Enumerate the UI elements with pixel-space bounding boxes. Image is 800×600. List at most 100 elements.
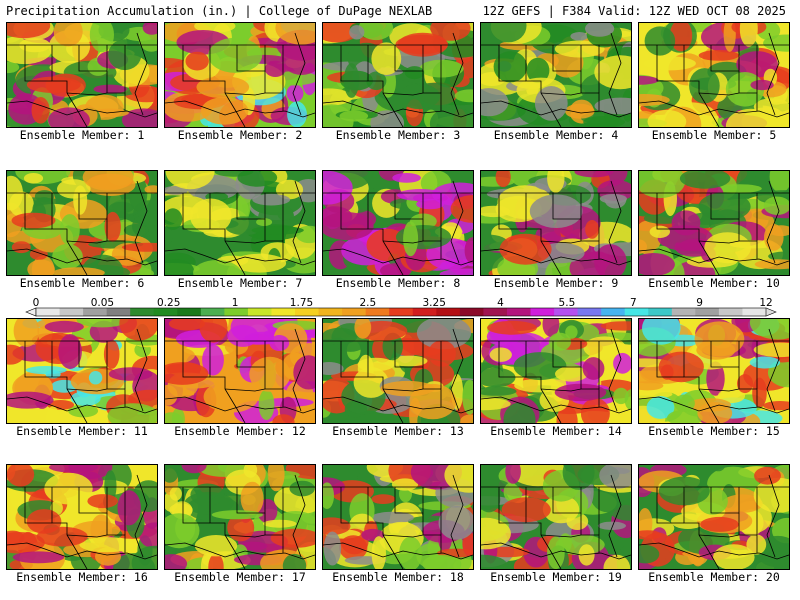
panel-caption: Ensemble Member: 7 <box>177 276 303 290</box>
colorbar-swatch <box>36 308 61 316</box>
colorbar-tick-label: 1 <box>232 297 239 309</box>
colorbar-tick-label: 9 <box>696 297 703 309</box>
ensemble-panel: Ensemble Member: 9 <box>480 170 632 294</box>
colorbar-swatch <box>153 308 178 316</box>
precip-map <box>638 464 790 570</box>
colorbar-tick-label: 0 <box>33 297 40 309</box>
panel-caption: Ensemble Member: 8 <box>335 276 461 290</box>
precip-map <box>480 22 632 128</box>
precip-map <box>164 22 316 128</box>
colorbar-tick-label: 4 <box>497 297 504 309</box>
precip-map <box>480 464 632 570</box>
colorbar-tick-label: 0.05 <box>91 297 114 309</box>
colorbar-swatch <box>247 308 272 316</box>
panel-caption: Ensemble Member: 16 <box>16 570 148 584</box>
colorbar-swatch <box>130 308 155 316</box>
colorbar-swatch <box>59 308 84 316</box>
colorbar-tick-label: 12 <box>759 297 772 309</box>
colorbar-swatch <box>718 308 743 316</box>
precip-map <box>322 170 474 276</box>
precip-map <box>322 464 474 570</box>
panel-caption: Ensemble Member: 9 <box>493 276 619 290</box>
panel-caption: Ensemble Member: 5 <box>651 128 777 142</box>
precip-map <box>638 22 790 128</box>
colorbar-swatch <box>271 308 296 316</box>
ensemble-panel: Ensemble Member: 10 <box>638 170 790 294</box>
ensemble-panel: Ensemble Member: 4 <box>480 22 632 146</box>
ensemble-panel: Ensemble Member: 7 <box>164 170 316 294</box>
ensemble-panel: Ensemble Member: 16 <box>6 464 158 588</box>
colorbar-swatch <box>436 308 461 316</box>
ensemble-panel: Ensemble Member: 5 <box>638 22 790 146</box>
panel-caption: Ensemble Member: 19 <box>490 570 622 584</box>
precip-map <box>6 22 158 128</box>
colorbar-tick-label: 0.25 <box>157 297 180 309</box>
ensemble-panel: Ensemble Member: 8 <box>322 170 474 294</box>
colorbar-swatch <box>577 308 602 316</box>
panel-caption: Ensemble Member: 14 <box>490 424 622 438</box>
colorbar-tick-label: 1.75 <box>290 297 313 309</box>
colorbar-swatch <box>601 308 626 316</box>
precip-map <box>638 318 790 424</box>
ensemble-panel: Ensemble Member: 12 <box>164 318 316 442</box>
panel-caption: Ensemble Member: 18 <box>332 570 464 584</box>
ensemble-panel: Ensemble Member: 18 <box>322 464 474 588</box>
colorbar-swatch <box>224 308 249 316</box>
ensemble-panel: Ensemble Member: 2 <box>164 22 316 146</box>
precip-map <box>164 170 316 276</box>
ensemble-panel: Ensemble Member: 15 <box>638 318 790 442</box>
colorbar-swatch <box>554 308 579 316</box>
panel-caption: Ensemble Member: 2 <box>177 128 303 142</box>
colorbar-tick-label: 3.25 <box>423 297 446 309</box>
precip-map <box>322 318 474 424</box>
colorbar-swatch <box>342 308 367 316</box>
colorbar-swatch <box>624 308 649 316</box>
ensemble-panel: Ensemble Member: 11 <box>6 318 158 442</box>
precip-map <box>164 464 316 570</box>
panel-caption: Ensemble Member: 1 <box>19 128 145 142</box>
colorbar-tick-label: 2.5 <box>359 297 376 309</box>
ensemble-panel: Ensemble Member: 1 <box>6 22 158 146</box>
colorbar-swatch <box>671 308 696 316</box>
colorbar-swatch <box>295 308 320 316</box>
panel-caption: Ensemble Member: 3 <box>335 128 461 142</box>
colorbar-swatch <box>318 308 343 316</box>
colorbar-swatch <box>389 308 414 316</box>
panel-caption: Ensemble Member: 12 <box>174 424 306 438</box>
panel-caption: Ensemble Member: 20 <box>648 570 780 584</box>
precip-map <box>322 22 474 128</box>
colorbar-swatch <box>483 308 508 316</box>
panel-caption: Ensemble Member: 11 <box>16 424 148 438</box>
precip-map <box>638 170 790 276</box>
precip-map <box>6 464 158 570</box>
precip-colorbar: 0 0.05 0.25 1 1.75 2.5 3.25 4 5.5 7 9 12 <box>0 296 800 318</box>
precip-map <box>6 170 158 276</box>
colorbar-swatch <box>459 308 484 316</box>
precip-map <box>480 170 632 276</box>
ensemble-panel: Ensemble Member: 19 <box>480 464 632 588</box>
ensemble-panel: Ensemble Member: 13 <box>322 318 474 442</box>
colorbar-swatch <box>530 308 555 316</box>
precip-map <box>6 318 158 424</box>
chart-title: Precipitation Accumulation (in.) | Colle… <box>6 4 433 18</box>
precip-map <box>480 318 632 424</box>
colorbar-swatch <box>177 308 202 316</box>
colorbar-tick-label: 7 <box>630 297 637 309</box>
colorbar-swatch <box>648 308 673 316</box>
colorbar-swatch <box>412 308 437 316</box>
colorbar-swatch <box>200 308 225 316</box>
ensemble-panel: Ensemble Member: 20 <box>638 464 790 588</box>
colorbar-swatch <box>506 308 532 316</box>
colorbar-tick-label: 5.5 <box>559 297 576 309</box>
panel-caption: Ensemble Member: 15 <box>648 424 780 438</box>
colorbar-swatch <box>365 308 390 316</box>
panel-caption: Ensemble Member: 4 <box>493 128 619 142</box>
ensemble-panel: Ensemble Member: 14 <box>480 318 632 442</box>
colorbar-swatch <box>83 308 108 316</box>
colorbar-swatch <box>695 308 720 316</box>
panel-caption: Ensemble Member: 17 <box>174 570 306 584</box>
ensemble-panel: Ensemble Member: 17 <box>164 464 316 588</box>
precip-map <box>164 318 316 424</box>
panel-caption: Ensemble Member: 13 <box>332 424 464 438</box>
colorbar-swatch <box>742 308 767 316</box>
